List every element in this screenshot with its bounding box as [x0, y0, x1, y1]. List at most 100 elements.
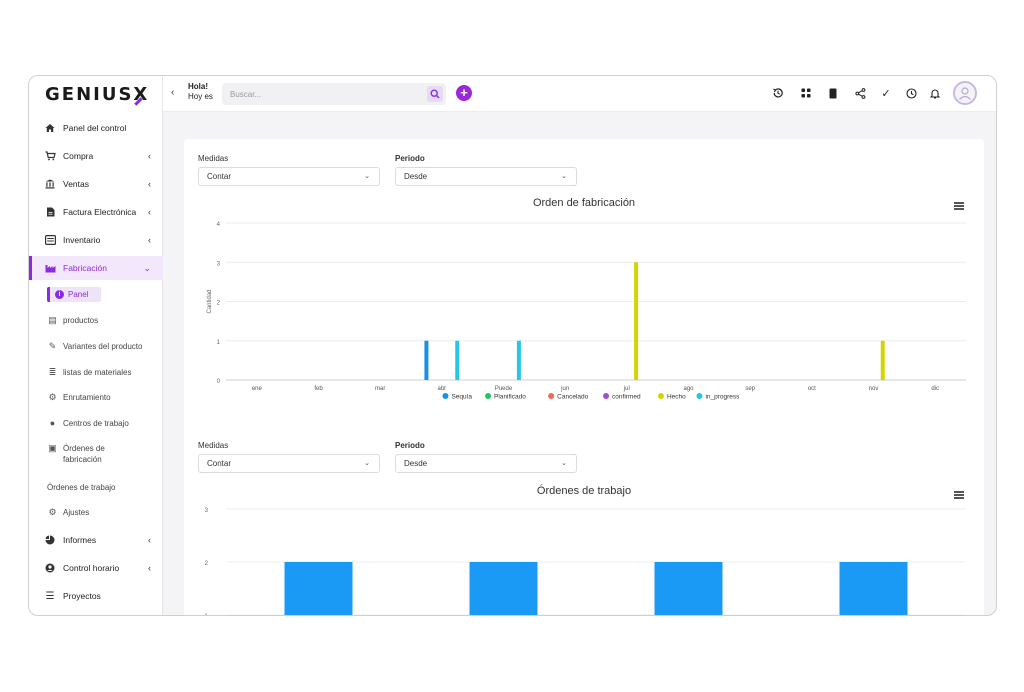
search-box	[222, 83, 446, 105]
history-icon[interactable]	[771, 86, 785, 100]
inventory-icon	[44, 235, 56, 245]
x-tick-label: ene	[252, 386, 263, 392]
x-tick-label: ago	[683, 386, 694, 392]
x-tick-label: jul	[623, 386, 630, 392]
sidebar-item-factura-electronica[interactable]: Factura Electrónica ‹	[29, 200, 163, 224]
y-axis-label: Cantidad	[207, 289, 213, 313]
x-tick-label: nov	[869, 386, 879, 392]
cart-icon	[44, 151, 56, 161]
share-icon[interactable]	[853, 86, 867, 100]
tablet-icon[interactable]	[826, 86, 840, 100]
sidebar-subitem-centros[interactable]: ● Centros de trabajo	[29, 412, 163, 434]
x-tick-label: Puede	[495, 386, 513, 392]
sidebar-subitem-label: Enrutamiento	[63, 392, 111, 402]
legend-marker	[696, 393, 703, 399]
sidebar-subitem-productos[interactable]: ▤ productos	[29, 309, 163, 331]
list-icon: ≣	[48, 366, 57, 377]
measures-select-2[interactable]: Contar ⌄	[198, 454, 380, 473]
period-label-2: Periodo	[395, 441, 425, 450]
chevron-left-icon: ‹	[148, 235, 151, 245]
x-tick-label: mar	[375, 386, 385, 392]
sidebar-item-inventario[interactable]: Inventario ‹	[29, 228, 163, 252]
legend-label: Planificado	[494, 394, 526, 401]
sidebar-item-label: Ventas	[63, 179, 89, 189]
document-icon	[44, 207, 56, 217]
user-circle-icon	[44, 563, 56, 573]
bar	[284, 562, 353, 615]
gear-icon: ⚙	[48, 506, 57, 517]
x-tick-label: dic	[931, 386, 939, 392]
measures-label: Medidas	[198, 154, 229, 163]
sidebar-item-control-horario[interactable]: Control horario ‹	[29, 556, 163, 580]
bar	[839, 562, 908, 615]
avatar[interactable]	[953, 81, 977, 105]
sidebar-subitem-ajustes[interactable]: ⚙ Ajustes	[29, 501, 163, 523]
sidebar-subitem-label: productos	[63, 315, 99, 325]
bar	[469, 562, 538, 615]
edit-icon: ✎	[48, 340, 57, 351]
legend-label: Hecho	[667, 394, 686, 401]
search-icon[interactable]	[427, 86, 443, 102]
sidebar-subitem-label: Centros de trabajo	[63, 418, 129, 428]
legend-label: confirmed	[612, 394, 641, 401]
sidebar-item-label: Factura Electrónica	[63, 207, 137, 217]
chart-menu-icon[interactable]	[954, 202, 964, 210]
settings-circle-icon: ●	[49, 418, 56, 428]
bar-in_progress	[455, 340, 460, 380]
chevron-left-icon: ‹	[148, 207, 151, 217]
sidebar-subitem-variantes[interactable]: ✎ Variantes del producto	[29, 335, 163, 357]
sidebar-subitem-ordenes-trabajo[interactable]: Órdenes de trabajo	[29, 476, 163, 498]
add-button[interactable]: +	[456, 85, 472, 101]
bell-icon[interactable]	[928, 86, 942, 100]
measures-label-2: Medidas	[198, 441, 229, 450]
chart-ordenes-trabajo: 1 2 3	[205, 508, 966, 615]
home-icon	[44, 123, 56, 133]
period-value: Desde	[404, 172, 428, 181]
sidebar-subitem-ordenes-fabricacion[interactable]: ▣ Órdenes de fabricación	[29, 443, 163, 471]
sidebar-subitem-enrutamiento[interactable]: ⚙ Enrutamiento	[29, 386, 163, 408]
chart-orden-fabricacion: 0 1 2 3 4 Cantidad ene feb mar abr Puede jun jul ago s…	[207, 222, 966, 401]
measures-value: Contar	[207, 459, 232, 468]
check-icon[interactable]: ✓	[881, 87, 891, 100]
y-tick-label: 2	[217, 301, 221, 307]
chevron-left-icon: ‹	[148, 563, 151, 573]
sidebar-subitem-label: Órdenes de trabajo	[47, 482, 116, 492]
greeting-title: Hola!	[188, 82, 208, 91]
chevron-down-icon: ⌄	[364, 173, 370, 180]
measures-select[interactable]: Contar ⌄	[198, 167, 380, 186]
bar-Sequía	[424, 340, 429, 380]
greeting-subtitle: Hoy es	[188, 92, 213, 101]
search-input[interactable]	[230, 87, 410, 101]
sidebar-item-compra[interactable]: Compra ‹	[29, 144, 163, 168]
collapse-sidebar-icon[interactable]: ‹	[171, 87, 175, 98]
y-tick-label: 3	[217, 261, 221, 267]
period-select[interactable]: Desde ⌄	[395, 167, 577, 186]
sidebar-item-fabricacion[interactable]: Fabricación ⌄	[29, 256, 163, 280]
sidebar-item-label: Panel del control	[63, 123, 127, 133]
chevron-down-icon: ⌄	[561, 173, 567, 180]
x-tick-label: sep	[745, 386, 755, 392]
factory-icon	[44, 263, 56, 273]
brand-logo[interactable]: GENIUS X	[45, 83, 150, 105]
clock-icon[interactable]	[904, 86, 918, 100]
sidebar-subitem-listas[interactable]: ≣ listas de materiales	[29, 361, 163, 383]
dashboard-card: Medidas Contar ⌄ Periodo Desde ⌄ Orden d…	[184, 139, 984, 615]
sidebar-item-panel-del-control[interactable]: Panel del control	[29, 116, 163, 140]
sidebar-item-informes[interactable]: Informes ‹	[29, 528, 163, 552]
legend-label: Sequía	[451, 394, 472, 401]
apps-grid-icon[interactable]	[799, 86, 813, 100]
bar	[654, 562, 723, 615]
period-select-2[interactable]: Desde ⌄	[395, 454, 577, 473]
chart-menu-icon-2[interactable]	[954, 491, 964, 499]
pie-icon	[44, 535, 56, 545]
y-tick-label: 3	[205, 508, 209, 514]
legend-label: in_progress	[705, 394, 740, 401]
sidebar-subitem-label: Panel	[68, 290, 89, 299]
clipboard-icon: ▣	[48, 442, 57, 453]
sidebar-subitem-label: Variantes del producto	[63, 341, 143, 351]
x-tick-label: abr	[437, 386, 446, 392]
sidebar-item-proyectos[interactable]: ☰ Proyectos	[29, 584, 163, 608]
sidebar-subitem-panel[interactable]: i Panel	[47, 287, 101, 302]
gears-icon: ⚙	[48, 391, 57, 402]
sidebar-item-ventas[interactable]: Ventas ‹	[29, 172, 163, 196]
